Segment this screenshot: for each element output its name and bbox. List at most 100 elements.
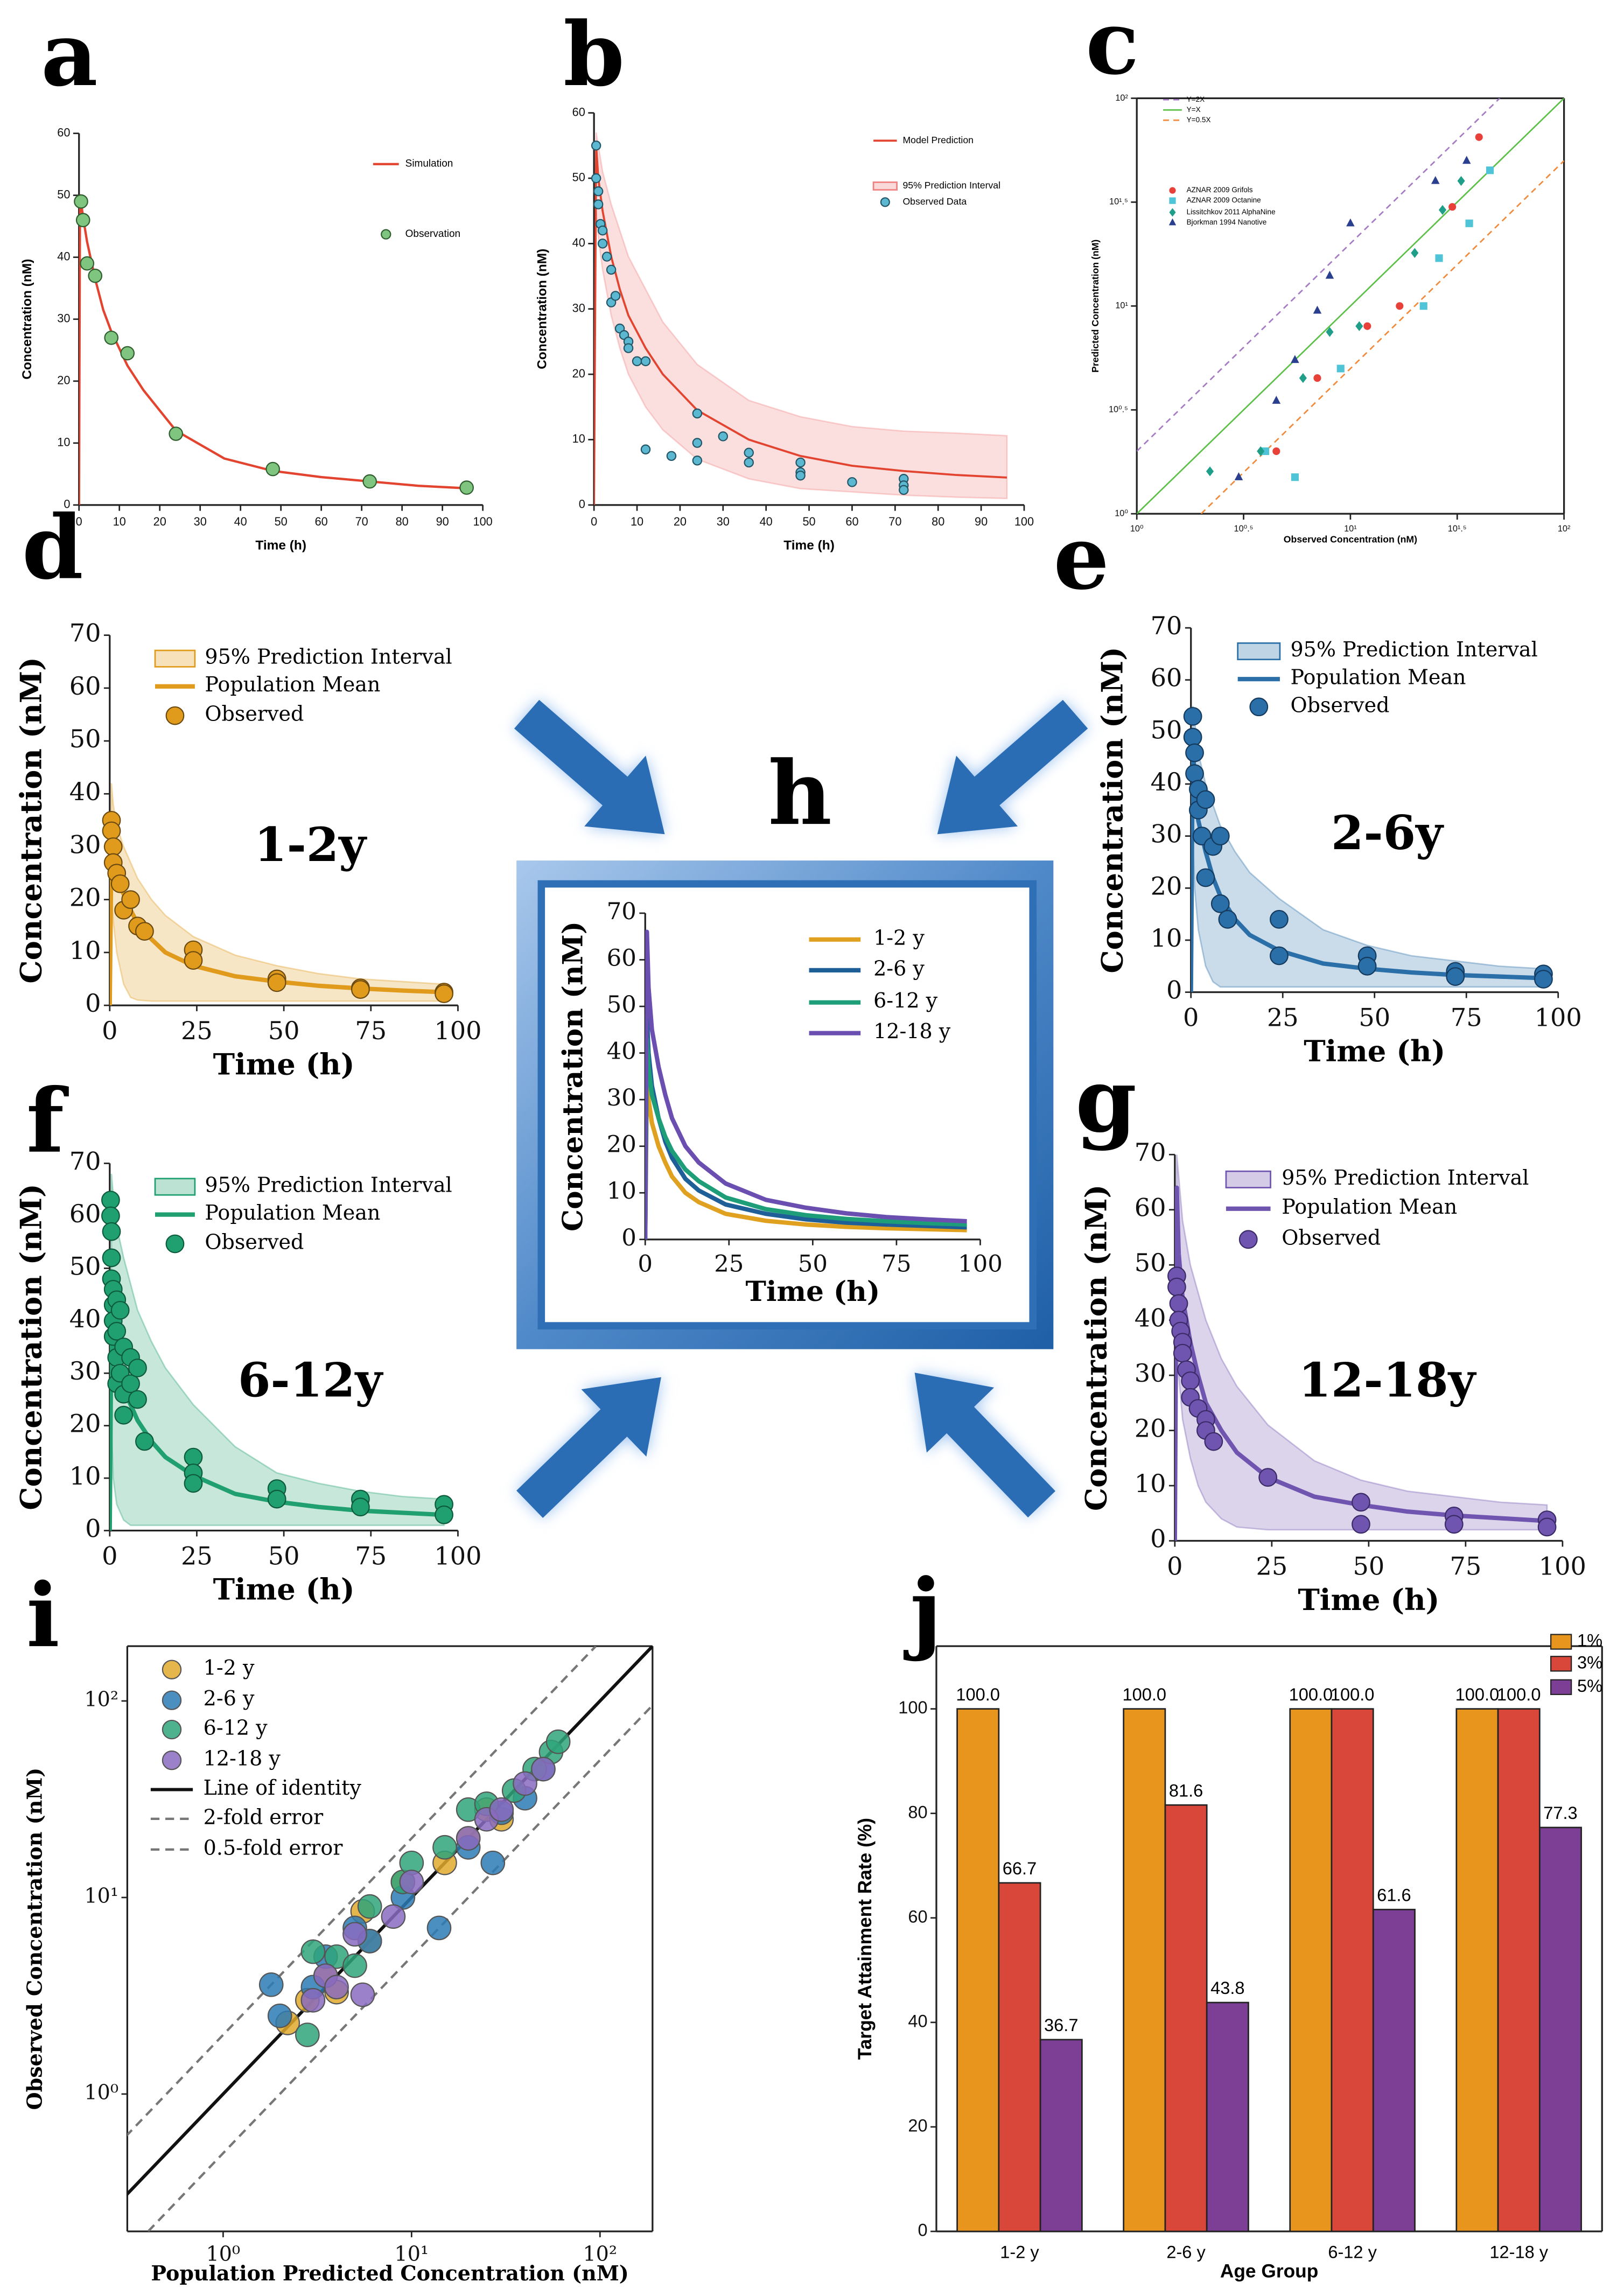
data-point	[597, 239, 608, 249]
x-tick-label: 20	[153, 515, 166, 528]
x-tick-label: 10²	[1558, 524, 1571, 534]
data-point	[1210, 827, 1230, 846]
legend-label: 1-2 y	[204, 1656, 255, 1679]
legend-label: Y=2X	[1187, 95, 1205, 103]
y-axis-label: Concentration (nM)	[557, 921, 589, 1231]
y-tick-label: 60	[572, 105, 585, 118]
x-tick-label: 10¹.⁵	[1448, 524, 1467, 534]
data-point	[114, 1405, 134, 1425]
y-axis-label: Concentration (nM)	[535, 249, 550, 369]
x-tick-label: 0	[102, 1016, 117, 1045]
x-tick-label: 100	[1014, 515, 1034, 528]
series-line	[645, 929, 967, 1240]
legend-label: Population Mean	[1290, 666, 1466, 689]
data-point	[640, 444, 651, 454]
data-point	[121, 890, 140, 909]
legend-label: AZNAR 2009 Grifols	[1187, 186, 1253, 194]
annotation: 12-18y	[1299, 1352, 1477, 1408]
arrow	[516, 1377, 661, 1518]
bar	[1538, 1826, 1582, 2232]
data-point	[545, 1729, 571, 1754]
legend-swatch	[154, 1178, 196, 1196]
data-point	[1291, 473, 1299, 481]
data-point	[265, 461, 281, 477]
y-tick-label: 20	[69, 883, 101, 912]
data-point	[1210, 894, 1230, 913]
y-tick-label: 10¹.⁵	[1109, 197, 1128, 207]
data-point	[357, 1894, 382, 1919]
data-point	[459, 480, 474, 495]
y-tick-label: 50	[69, 724, 101, 753]
x-tick-label: 60	[315, 515, 328, 528]
series-line	[79, 194, 467, 505]
panel-letter: d	[22, 496, 83, 599]
x-tick-label: 90	[975, 515, 988, 528]
annotation: 2-6y	[1331, 805, 1444, 860]
x-tick-label: 25	[1267, 1003, 1299, 1032]
data-point	[489, 1797, 514, 1822]
x-tick-label: 25	[181, 1016, 213, 1045]
data-point	[267, 1489, 286, 1509]
data-point	[350, 1982, 375, 2007]
y-axis-label: Concentration (nM)	[1079, 1185, 1114, 1511]
legend-swatch	[154, 649, 196, 668]
data-point	[1272, 396, 1281, 404]
data-point	[1185, 743, 1204, 762]
data-point	[104, 330, 119, 345]
data-point	[1181, 1371, 1200, 1390]
legend-label: Lissitchkov 2011 AlphaNine	[1187, 208, 1276, 216]
x-tick-label: 100	[434, 1016, 481, 1045]
legend-label: Observed Data	[902, 196, 967, 207]
legend-label: 2-6 y	[204, 1686, 255, 1710]
x-tick-label: 0	[638, 1251, 653, 1278]
data-point	[1475, 133, 1483, 141]
legend-label: Population Mean	[205, 673, 380, 696]
data-point	[267, 2003, 292, 2028]
data-point	[135, 1432, 154, 1451]
x-tick-label: 20	[674, 515, 687, 528]
legend-label: Simulation	[405, 158, 453, 170]
data-point	[381, 1904, 406, 1929]
y-tick-label: 30	[57, 311, 70, 325]
x-tick-label: 50	[802, 515, 815, 528]
x-tick-label: 40	[234, 515, 247, 528]
annotation: 6-12y	[238, 1352, 384, 1408]
legend-swatch	[1550, 1634, 1572, 1650]
y-tick-label: 10	[607, 1178, 636, 1205]
y-axis-label: Predicted Concentration (nM)	[1090, 240, 1101, 373]
bar	[956, 1708, 1000, 2232]
data-point	[744, 447, 754, 458]
bar	[1331, 1708, 1374, 2232]
legend-label: Y=X	[1187, 106, 1201, 114]
legend-label: 2-fold error	[204, 1805, 324, 1829]
data-point	[795, 470, 806, 481]
legend-swatch	[1169, 197, 1176, 204]
y-tick-label: 10⁰.⁵	[1109, 405, 1128, 415]
x-axis-label: Time (h)	[783, 538, 835, 552]
data-point	[591, 141, 601, 151]
data-point	[88, 268, 103, 283]
legend-label: 2-6 y	[873, 956, 925, 980]
y-tick-label: 60	[69, 1199, 101, 1228]
data-point	[75, 213, 90, 228]
legend-label: 95% Prediction Interval	[1282, 1166, 1529, 1189]
data-point	[1261, 447, 1270, 456]
x-tick-label: 75	[1451, 1003, 1482, 1032]
legend-label: 12-18 y	[204, 1747, 281, 1770]
data-point	[1396, 302, 1404, 310]
value-label: 100.0	[1289, 1684, 1333, 1704]
y-tick-label: 60	[57, 125, 70, 139]
y-tick-label: 40	[1135, 1304, 1166, 1333]
value-label: 81.6	[1169, 1780, 1203, 1800]
x-tick-label: 10¹	[395, 2242, 429, 2265]
data-point	[1196, 790, 1215, 809]
prediction-band	[1176, 1154, 1548, 1531]
x-tick-label: 100	[1539, 1551, 1586, 1580]
data-point	[435, 984, 453, 1003]
data-point	[184, 1447, 203, 1467]
panel-letter: c	[1086, 0, 1139, 94]
y-tick-label: 60	[1135, 1193, 1166, 1222]
data-point	[1448, 203, 1457, 211]
panel-letter: f	[26, 1070, 69, 1173]
series-line	[127, 1646, 597, 2137]
